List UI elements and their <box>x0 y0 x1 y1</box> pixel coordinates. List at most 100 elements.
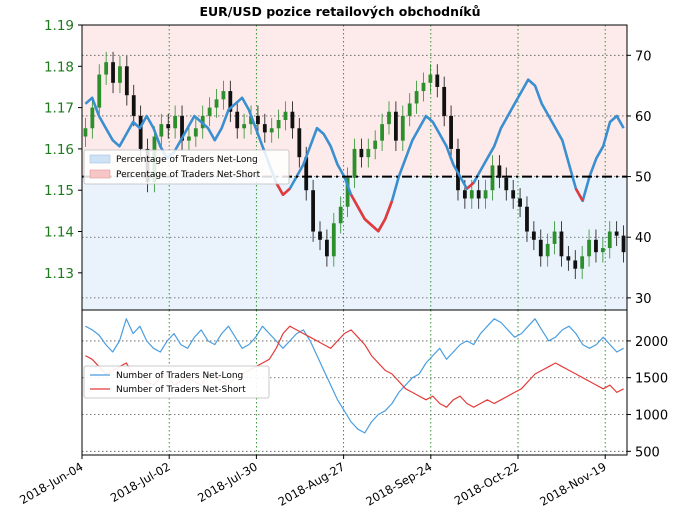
candle-body-42 <box>373 140 378 149</box>
candle-body-7 <box>131 95 136 116</box>
bottom-plot-frame <box>81 309 628 456</box>
candle-body-59 <box>490 165 495 191</box>
candle-body-11 <box>159 124 164 137</box>
candle-body-16 <box>193 128 198 137</box>
line-count-0 <box>85 318 624 434</box>
legend-label-net-short-count: Number of Traders Net-Short <box>116 385 246 395</box>
candle-body-8 <box>138 115 143 149</box>
bottom-right-tick-label-2: 1000 <box>635 409 668 424</box>
x-tick-label-3: 2018-Aug-27 <box>276 459 347 508</box>
candle-body-60 <box>497 165 502 178</box>
candle-body-73 <box>587 239 591 257</box>
candle-body-23 <box>242 124 247 129</box>
candle-body-41 <box>366 148 371 158</box>
bottom-right-tick-label-0: 2000 <box>635 335 668 350</box>
candle-body-20 <box>221 91 226 100</box>
candle-body-62 <box>511 190 516 199</box>
top-left-tick-label-2: 1.17 <box>44 101 74 117</box>
candle-body-61 <box>504 177 509 191</box>
line-net-short-dominant-2 <box>466 181 475 190</box>
candle-body-35 <box>325 239 329 257</box>
candle-body-21 <box>228 91 233 112</box>
top-left-axis: 1.19 1.18 1.17 1.16 1.15 1.14 1.13 <box>44 18 82 282</box>
top-right-tick-label-1: 60 <box>635 110 652 125</box>
candle-body-38 <box>345 177 350 207</box>
candle-body-54 <box>456 148 460 191</box>
bottom-right-axis: 2000 1500 1000 500 <box>627 335 668 460</box>
top-left-tick-label-4: 1.15 <box>44 183 74 199</box>
candle-body-49 <box>421 82 426 92</box>
bottom-legend-box <box>83 365 270 399</box>
legend-label-net-short-pct: Percentage of Traders Net-Short <box>116 170 261 180</box>
candle-body-78 <box>621 235 626 253</box>
candle-body-57 <box>476 190 481 199</box>
candle-body-1 <box>90 107 95 129</box>
candle-body-47 <box>407 103 412 116</box>
candle-body-13 <box>173 115 178 129</box>
candle-body-28 <box>276 120 281 129</box>
candle-body-36 <box>331 223 336 257</box>
candle-body-46 <box>400 115 405 141</box>
x-tick-label-6: 2018-Nov-19 <box>537 459 608 508</box>
line-net-short-dominant-1 <box>349 194 394 233</box>
candle-body-39 <box>352 148 357 178</box>
candle-body-40 <box>359 148 364 158</box>
candle-body-4 <box>111 62 115 83</box>
candle-body-5 <box>118 66 122 83</box>
top-legend: Percentage of Traders Net-Long Percentag… <box>83 149 290 185</box>
legend-label-net-long-pct: Percentage of Traders Net-Long <box>116 155 258 165</box>
candle-body-30 <box>290 111 295 129</box>
candle-body-70 <box>566 256 571 261</box>
top-legend-box <box>83 149 290 185</box>
candle-body-51 <box>435 74 440 87</box>
bottom-right-tick-label-3: 500 <box>635 445 660 460</box>
candle-body-53 <box>449 115 453 149</box>
top-panel: 1.19 1.18 1.17 1.16 1.15 1.14 1.13 70 60 50 40 30 <box>44 18 652 311</box>
legend-swatch-net-long-pct <box>89 154 111 164</box>
legend-swatch-net-short-pct <box>89 169 111 179</box>
x-tick-label-4: 2018-Sep-24 <box>363 459 434 508</box>
candle-body-56 <box>469 190 474 199</box>
candle-body-12 <box>166 124 171 129</box>
candle-body-22 <box>235 111 240 129</box>
candle-body-58 <box>483 190 488 199</box>
candle-body-6 <box>124 66 129 96</box>
candle-body-55 <box>462 190 467 199</box>
candle-body-14 <box>180 115 184 141</box>
candle-body-44 <box>387 111 391 125</box>
x-axis: 2018-Jun-04 2018-Jul-02 2018-Jul-30 2018-Au… <box>17 455 609 509</box>
candle-body-63 <box>518 198 522 207</box>
x-tick-label-5: 2018-Oct-22 <box>452 459 522 507</box>
candle-body-65 <box>531 231 536 240</box>
candle-body-3 <box>104 62 109 75</box>
candle-body-24 <box>249 115 253 125</box>
candle-body-15 <box>187 136 191 141</box>
candle-body-68 <box>552 231 557 244</box>
candle-body-71 <box>573 260 578 269</box>
bottom-legend: Number of Traders Net-Long Number of Tra… <box>83 365 270 399</box>
chart-title: EUR/USD pozice retailových obchodníků <box>199 4 480 19</box>
candle-body-27 <box>269 128 274 133</box>
candle-body-77 <box>614 231 619 236</box>
bottom-right-tick-label-1: 1500 <box>635 372 668 387</box>
candle-body-48 <box>414 91 419 104</box>
candle-body-74 <box>594 239 598 253</box>
candle-body-43 <box>380 124 384 141</box>
candle-body-75 <box>600 248 605 253</box>
top-left-tick-label-6: 1.13 <box>44 266 74 282</box>
candle-body-33 <box>311 190 316 232</box>
top-left-tick-label-1: 1.18 <box>44 59 74 75</box>
top-right-tick-label-4: 30 <box>635 292 652 307</box>
candle-body-29 <box>283 111 288 120</box>
candle-body-18 <box>207 107 212 116</box>
candle-body-45 <box>393 111 398 141</box>
x-tick-label-1: 2018-Jul-02 <box>108 459 173 504</box>
top-left-tick-label-5: 1.14 <box>44 225 74 241</box>
candle-body-66 <box>538 239 543 257</box>
candle-body-34 <box>318 231 322 240</box>
top-right-tick-label-3: 40 <box>635 231 652 246</box>
candle-body-2 <box>97 74 102 108</box>
x-tick-label-2: 2018-Jul-30 <box>195 459 260 504</box>
